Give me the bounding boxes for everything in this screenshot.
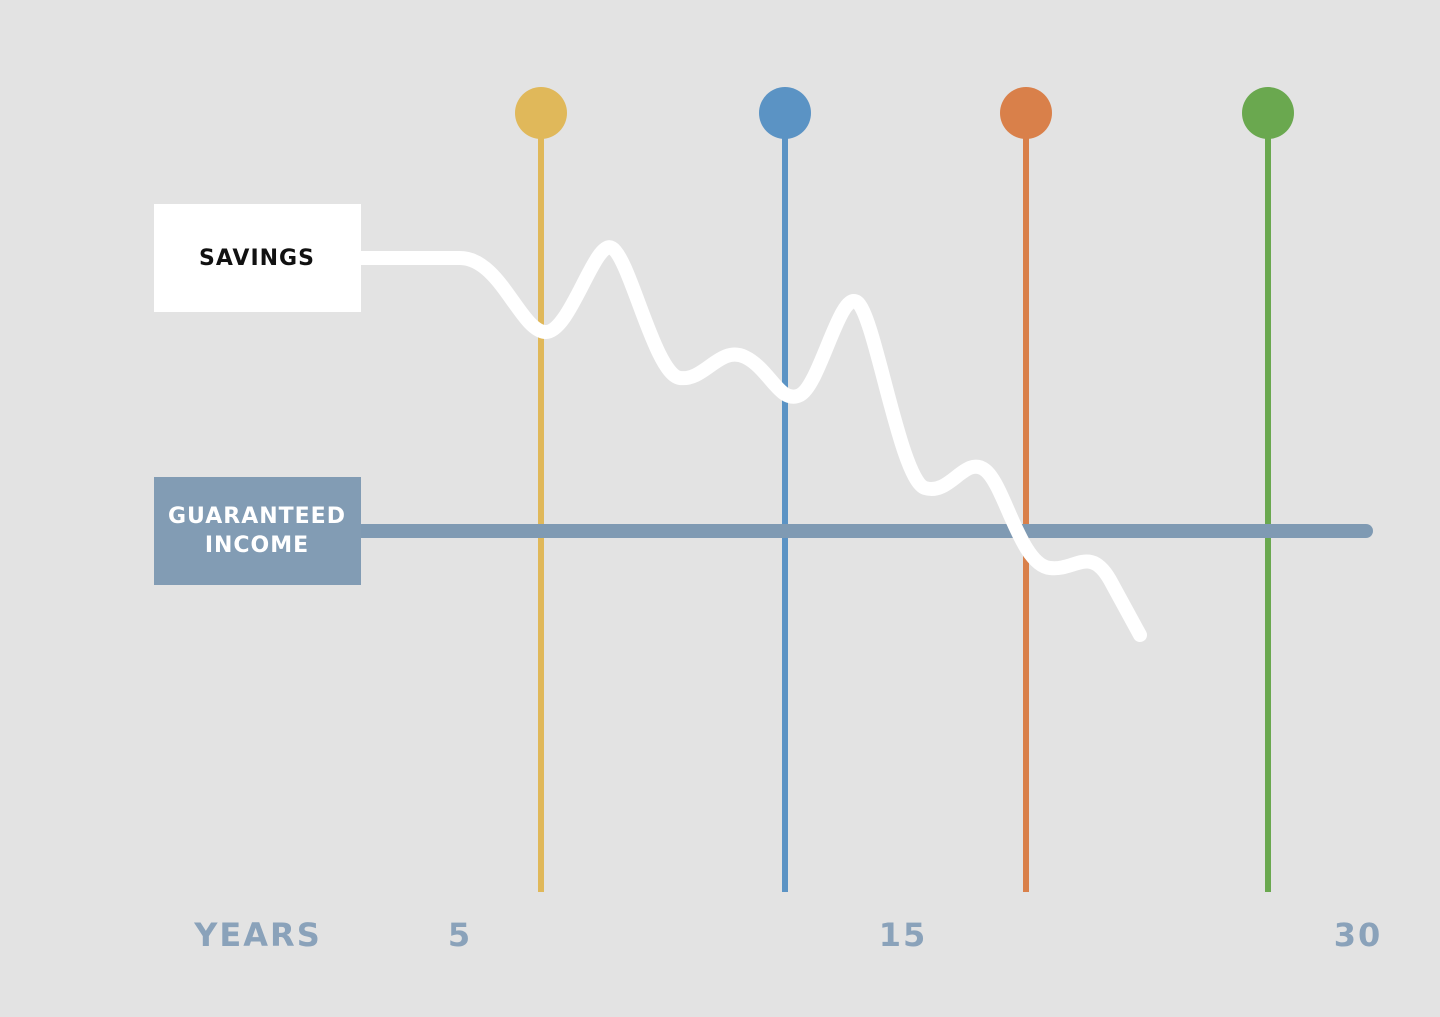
savings-line [353, 240, 1147, 642]
savings-box [154, 204, 361, 312]
milestones [515, 87, 1294, 892]
guaranteed-income-label: INCOME [205, 533, 309, 558]
axis-title: YEARS [193, 916, 321, 954]
axis-tick-label: 30 [1334, 916, 1383, 954]
milestone-dot [759, 87, 811, 139]
milestone-dot [1000, 87, 1052, 139]
guaranteed-income-label: GUARANTEED [168, 504, 346, 529]
guaranteed-income-box [154, 477, 361, 585]
axis-tick-label: 5 [448, 916, 472, 954]
milestone-dot [1242, 87, 1294, 139]
axis-tick-label: 15 [879, 916, 928, 954]
savings-label: SAVINGS [199, 246, 315, 271]
milestone-dot [515, 87, 567, 139]
